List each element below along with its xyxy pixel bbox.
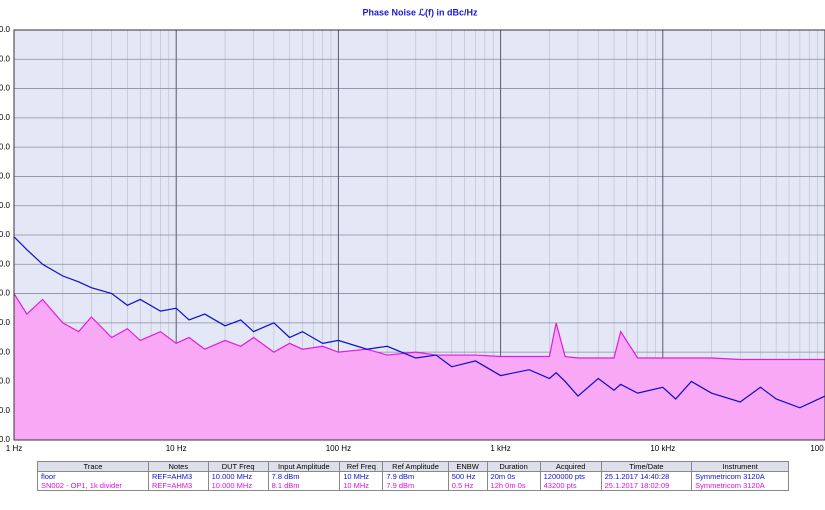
legend-cell: 7.9 dBm (382, 481, 449, 491)
legend-header: Trace Notes DUT Freq Input Amplitude Ref Fre… (37, 461, 789, 472)
chart-title: Phase Noise ℒ(f) in dBc/Hz (362, 7, 478, 17)
y-tick-label: -150.0 (0, 172, 11, 181)
legend-cell: 7.9 dBm (382, 471, 449, 481)
trace-name: floor (37, 471, 149, 481)
series-area (14, 293, 825, 440)
x-tick-label: 100 Hz (326, 444, 351, 453)
legend-table: Trace Notes DUT Freq Input Amplitude Ref Fre… (37, 461, 789, 491)
column-header: Instrument (691, 461, 789, 472)
y-tick-label: -220.0 (0, 377, 11, 386)
legend-cell: REF=AHM3 (148, 471, 209, 481)
legend-cell: 10.000 MHz (207, 481, 269, 491)
legend-body: floor REF=AHM3 10.000 MHz 7.8 dBm 10 MHz 7.9 … (37, 471, 789, 491)
y-tick-label: -230.0 (0, 406, 11, 415)
legend-cell: 25.1.2017 18:02:09 (600, 481, 693, 491)
y-tick-label: -100.0 (0, 25, 11, 34)
column-header: ENBW (447, 461, 488, 472)
legend-cell: 500 Hz (447, 471, 488, 481)
plot-border (13, 29, 825, 441)
y-tick-label: -130.0 (0, 113, 11, 122)
y-tick-label: -160.0 (0, 201, 11, 210)
x-tick-label: 1 kHz (490, 444, 510, 453)
legend-cell: 1200000 pts (539, 471, 602, 481)
chart: Phase Noise ℒ(f) in dBc/Hz -100.0 -110.0 -… (0, 7, 825, 453)
legend-row: SN002 - OP1, 1k divider REF=AHM3 10.000 MH… (37, 481, 789, 491)
legend-cell: Symmetricom 3120A (691, 481, 789, 491)
x-tick-label: 10 kHz (650, 444, 675, 453)
legend-cell: REF=AHM3 (148, 481, 209, 491)
y-tick-label: -140.0 (0, 142, 11, 151)
legend-cell: 12h 0m 0s (486, 481, 541, 491)
y-tick-label: -200.0 (0, 318, 11, 327)
legend-cell: 8.1 dBm (267, 481, 341, 491)
y-tick-label: -180.0 (0, 259, 11, 268)
legend-cell: 25.1.2017 14:40:28 (600, 471, 693, 481)
column-header: Ref Amplitude (382, 461, 449, 472)
y-tick-label: -120.0 (0, 84, 11, 93)
legend-cell: 10.000 MHz (207, 471, 269, 481)
y-tick-label: -210.0 (0, 347, 11, 356)
series-line (13, 236, 825, 409)
y-tick-label: -170.0 (0, 230, 11, 239)
column-header: Trace (37, 461, 149, 472)
x-tick-label: 10 Hz (166, 444, 187, 453)
column-header: Input Amplitude (267, 461, 341, 472)
legend-cell: 0.5 Hz (447, 481, 488, 491)
x-tick-label: 100 kHz (810, 444, 825, 453)
column-header: Notes (148, 461, 209, 472)
y-tick-label: -190.0 (0, 289, 11, 298)
column-header: Time/Date (600, 461, 693, 472)
legend-cell: Symmetricom 3120A (691, 471, 789, 481)
column-header: DUT Freq (207, 461, 269, 472)
legend-cell: 20m 0s (486, 471, 541, 481)
trace-name: SN002 - OP1, 1k divider (37, 481, 149, 491)
y-tick-label: -110.0 (0, 54, 11, 63)
series-line (13, 293, 825, 361)
legend-cell: 7.8 dBm (267, 471, 341, 481)
column-header: Duration (486, 461, 541, 472)
column-header: Ref Freq (339, 461, 384, 472)
y-tick-label: -240.0 (0, 435, 11, 444)
legend-cell: 10 MHz (339, 471, 384, 481)
column-header: Acquired (539, 461, 602, 472)
legend-row: floor REF=AHM3 10.000 MHz 7.8 dBm 10 MHz 7.9 … (37, 471, 789, 481)
x-tick-label: 1 Hz (6, 444, 22, 453)
legend-cell: 10 MHz (339, 481, 384, 491)
legend-cell: 43200 pts (539, 481, 602, 491)
